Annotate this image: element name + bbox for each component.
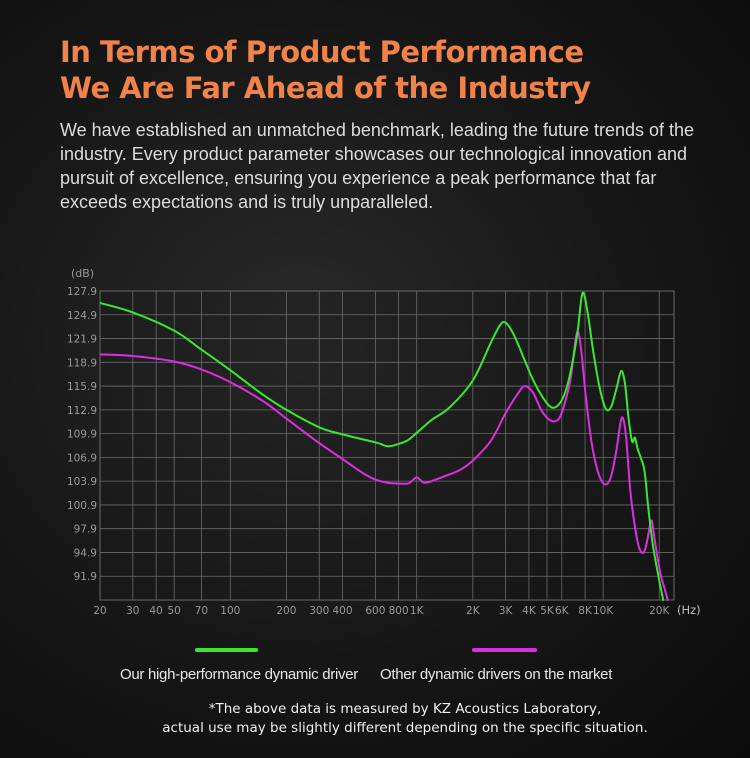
legend-other-label: Other dynamic drivers on the market [380, 666, 613, 683]
x-tick-label: 20K [649, 605, 670, 617]
legend-kz-label: Our high-performance dynamic driver [120, 666, 358, 683]
x-tick-label: 200 [276, 605, 296, 617]
x-tick-label: 6K [555, 605, 570, 617]
frequency-response-chart: 127.9 124.9 121.9 118.9 115.9 112.9 109.9 106.9… [67, 267, 701, 617]
x-tick-label: 10K [593, 605, 614, 617]
legend-other-swatch [472, 648, 537, 652]
headline-line-1: In Terms of Product Performance [60, 35, 584, 69]
x-tick-label: 70 [195, 605, 208, 617]
x-tick-label: 400 [333, 605, 353, 617]
y-tick-label: 115.9 [67, 381, 97, 393]
x-tick-label: 2K [466, 605, 481, 617]
series-line-kz-driver [100, 291, 665, 601]
x-tick-label: 800 [389, 605, 409, 617]
intro-paragraph: We have established an unmatched benchma… [60, 120, 695, 212]
x-tick-label: 600 [365, 605, 385, 617]
footnote-line-1: *The above data is measured by KZ Acoust… [208, 701, 602, 717]
x-tick-label: 1K [410, 605, 425, 617]
x-tick-label: 50 [167, 605, 180, 617]
y-tick-label: 109.9 [67, 429, 97, 441]
y-tick-label: 121.9 [67, 334, 97, 346]
y-tick-label: 112.9 [67, 405, 97, 417]
x-tick-label: 40 [149, 605, 162, 617]
x-tick-label: 100 [220, 605, 240, 617]
series-line-other-drivers [100, 330, 669, 601]
y-tick-label: 91.9 [74, 571, 97, 583]
y-tick-label: 97.9 [74, 524, 97, 536]
legend-kz-swatch [195, 648, 258, 652]
x-tick-label: 300 [309, 605, 329, 617]
footnote-line-2: actual use may be slightly different dep… [162, 720, 648, 736]
y-tick-label: 94.9 [74, 547, 97, 559]
x-tick-label: 4K [522, 605, 537, 617]
x-tick-label: 3K [499, 605, 514, 617]
x-tick-label: 8K [578, 605, 593, 617]
y-tick-label: 124.9 [67, 310, 97, 322]
x-tick-label: 30 [126, 605, 139, 617]
y-tick-label: 127.9 [67, 286, 97, 298]
y-axis-unit-label: (dB) [71, 267, 94, 280]
y-tick-label: 100.9 [67, 500, 97, 512]
y-tick-label: 106.9 [67, 452, 97, 464]
headline-line-2: We Are Far Ahead of the Industry [60, 71, 591, 105]
y-tick-label: 118.9 [67, 357, 97, 369]
headline: In Terms of Product Performance We Are F… [60, 34, 720, 106]
x-tick-label: 20 [93, 605, 106, 617]
footnote: *The above data is measured by KZ Acoust… [0, 700, 750, 738]
x-axis-unit-label: (Hz) [677, 603, 701, 617]
x-tick-label: 5K [540, 605, 555, 617]
y-tick-label: 103.9 [67, 476, 97, 488]
